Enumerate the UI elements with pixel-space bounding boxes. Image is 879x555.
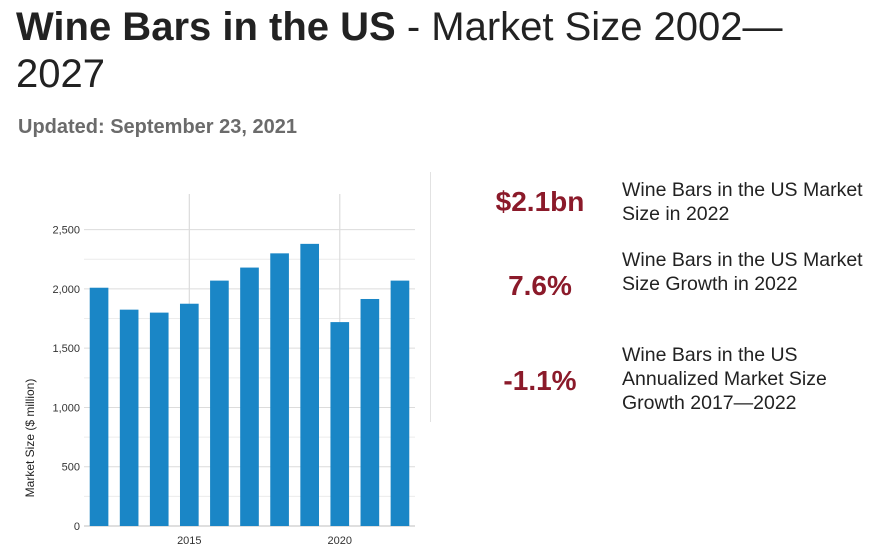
x-tick-label: 2015	[177, 535, 201, 547]
stat-growth: 7.6% Wine Bars in the US Market Size Gro…	[470, 248, 875, 328]
market-size-bar-chart: 0 500 1,000 1,500 2,000 2,500 2015 2020 Market…	[23, 194, 415, 547]
y-axis-label: Market Size ($ million)	[23, 379, 37, 498]
bar	[210, 280, 229, 526]
bar	[179, 303, 199, 526]
bar	[390, 280, 410, 526]
bar	[330, 322, 350, 526]
y-axis-ticks: 0 500 1,000 1,500 2,000 2,500	[52, 225, 80, 533]
stat-value: -1.1%	[503, 365, 577, 396]
stat-label: Wine Bars in the US Annualized Market Si…	[622, 344, 827, 414]
stat-annualized-growth: -1.1% Wine Bars in the US Annualized Mar…	[470, 343, 875, 423]
stat-value: 7.6%	[508, 270, 572, 301]
stat-label: Wine Bars in the US Market Size in 2022	[622, 179, 863, 225]
panel-divider	[430, 172, 431, 422]
y-tick-label: 1,000	[52, 402, 80, 414]
y-tick-label: 2,000	[52, 284, 80, 296]
updated-date: Updated: September 23, 2021	[18, 116, 297, 138]
bar	[240, 267, 259, 526]
title-industry: Wine Bars in the US	[16, 5, 396, 49]
bar	[360, 298, 380, 526]
stat-label: Wine Bars in the US Market Size Growth i…	[622, 249, 863, 295]
stat-market-size: $2.1bn Wine Bars in the US Market Size i…	[470, 178, 875, 238]
bar	[270, 253, 289, 526]
stat-value: $2.1bn	[495, 186, 585, 217]
x-axis-ticks: 2015 2020	[177, 535, 352, 547]
y-tick-label: 2,500	[52, 225, 80, 237]
bar	[119, 309, 139, 526]
y-tick-label: 0	[74, 521, 80, 533]
x-tick-label: 2020	[328, 535, 352, 547]
bar	[300, 243, 320, 526]
y-tick-label: 500	[62, 462, 80, 474]
bar	[149, 312, 169, 526]
chart-bars	[89, 243, 410, 526]
page-title: Wine Bars in the US - Market Size 2002—2…	[16, 4, 866, 98]
bar	[89, 287, 109, 526]
title-suffix: - Market Size 2002—2027	[16, 5, 783, 96]
y-tick-label: 1,500	[52, 343, 80, 355]
